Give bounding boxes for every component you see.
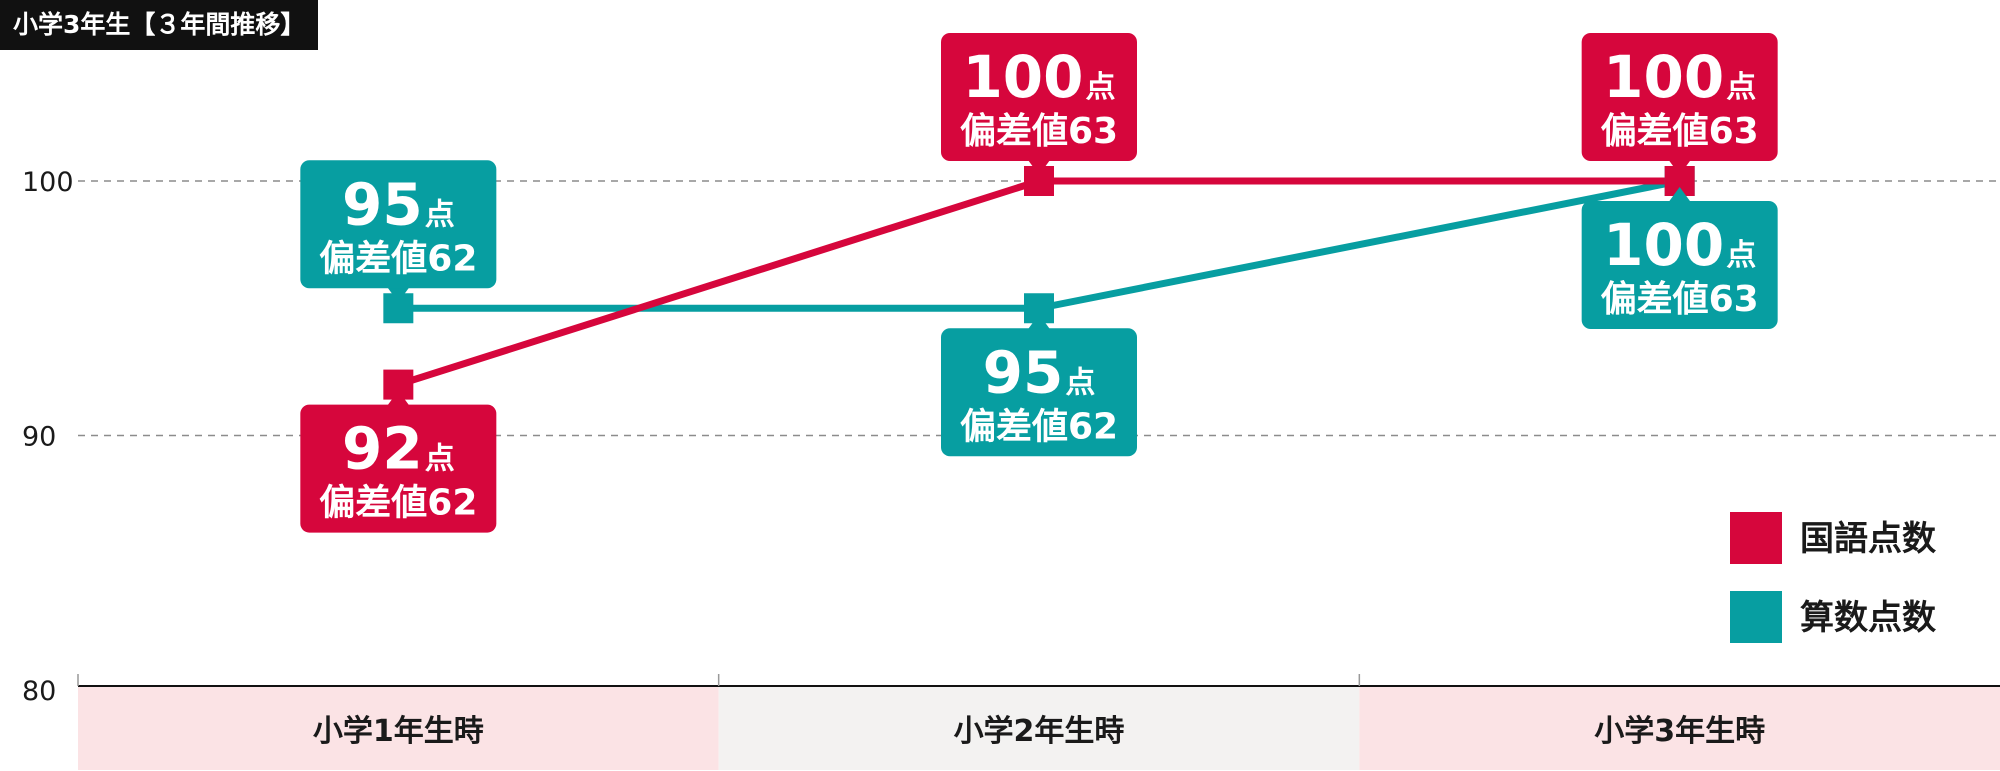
x-tick-label: 小学1年生時	[313, 714, 484, 749]
data-label-unit: 点	[425, 197, 455, 232]
callout-box	[941, 33, 1137, 161]
x-tick-label: 小学3年生時	[1594, 714, 1765, 749]
category-band	[1359, 686, 2000, 770]
data-label-unit: 点	[1726, 70, 1756, 105]
legend-swatch	[1730, 591, 1782, 643]
x-tick-label: 小学2年生時	[954, 714, 1125, 749]
callout-score-line: 100点	[1603, 211, 1756, 279]
data-label-deviation: 偏差値62	[960, 406, 1118, 447]
data-label-unit: 点	[425, 442, 455, 477]
callout-box	[1581, 201, 1778, 329]
callout-score-line: 100点	[962, 43, 1115, 111]
data-label-score: 95	[342, 170, 423, 238]
callout-score-line: 95点	[342, 170, 455, 238]
callout-score-line: 95点	[983, 338, 1096, 406]
callout-pointer	[387, 287, 410, 303]
y-tick-label: 100	[22, 167, 74, 198]
series-line	[398, 177, 1681, 312]
callout-pointer	[1028, 314, 1050, 330]
data-label-unit: 点	[1726, 238, 1756, 273]
data-label-score: 95	[983, 338, 1064, 406]
callout-box	[300, 404, 497, 533]
callout-box	[941, 328, 1137, 457]
category-band	[718, 686, 1360, 770]
data-label-score: 100	[1603, 211, 1724, 279]
data-label-score: 100	[962, 43, 1083, 111]
data-label-score: 92	[342, 415, 423, 483]
callout-pointer	[387, 390, 410, 406]
data-label-deviation: 偏差値63	[960, 111, 1118, 152]
category-band	[78, 686, 719, 770]
callout-score-line: 92点	[342, 415, 455, 483]
data-label-unit: 点	[1086, 70, 1116, 105]
data-label-unit: 点	[1065, 365, 1095, 400]
data-label-score: 100	[1603, 43, 1724, 111]
data-label-deviation: 偏差値62	[319, 238, 477, 279]
data-label-deviation: 偏差値62	[319, 483, 477, 524]
legend-label: 国語点数	[1800, 519, 1936, 559]
callout-score-line: 100点	[1603, 43, 1756, 111]
callout-box	[300, 160, 497, 289]
data-label-deviation: 偏差値63	[1601, 279, 1759, 320]
y-tick-label: 90	[22, 422, 56, 453]
chart-title-tag: 小学3年生【３年間推移】	[0, 0, 319, 50]
legend-label: 算数点数	[1800, 598, 1936, 638]
callout-pointer	[1668, 187, 1691, 202]
callout-pointer	[1028, 160, 1050, 175]
callout-box	[1581, 33, 1778, 161]
legend-swatch	[1730, 512, 1782, 564]
y-tick-label: 80	[22, 676, 56, 707]
data-label-deviation: 偏差値63	[1601, 111, 1759, 152]
callout-pointer	[1668, 160, 1691, 175]
